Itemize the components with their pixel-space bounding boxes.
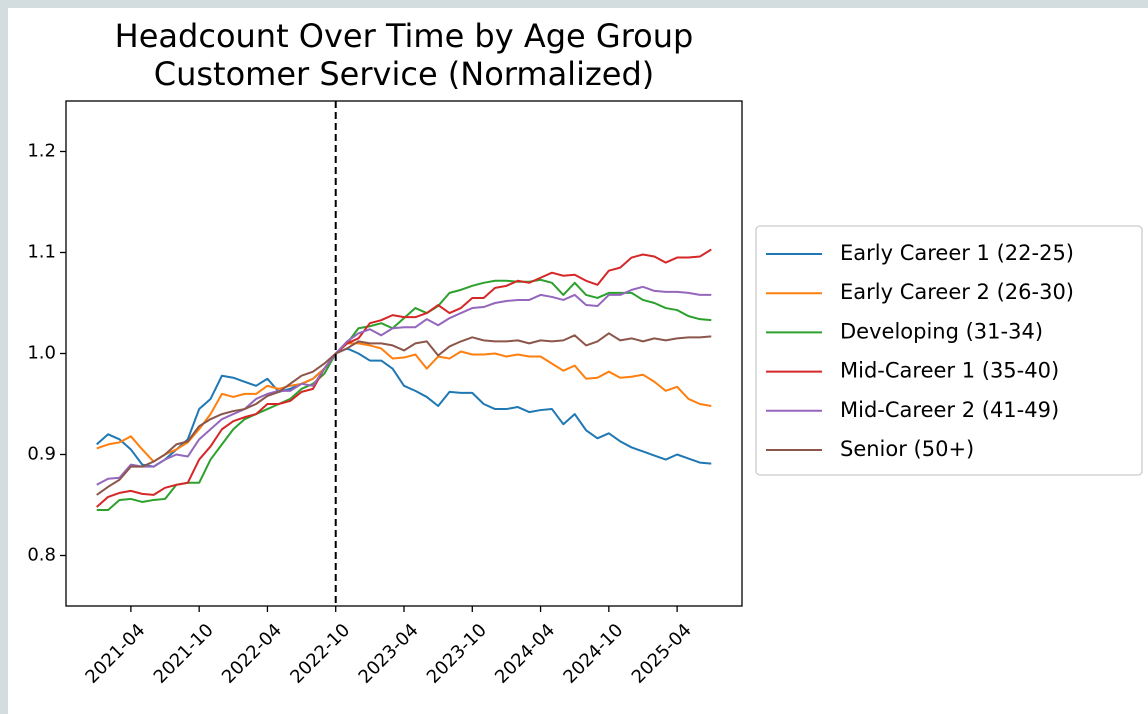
legend-label: Developing (31-34) [840,319,1043,343]
series-line [96,347,712,468]
series-line [96,342,712,463]
legend-label: Early Career 2 (26-30) [840,280,1074,304]
y-tick-label: 1.0 [27,343,56,364]
y-tick-label: 1.1 [27,242,56,263]
series-line [96,285,712,486]
y-tick-label: 0.8 [27,545,56,566]
series-line [96,332,712,496]
legend-label: Early Career 1 (22-25) [840,241,1074,265]
series-line [96,278,712,512]
legend-label: Senior (50+) [840,437,974,461]
y-tick-label: 1.2 [27,141,56,162]
chart-subtitle: Customer Service (Normalized) [154,55,654,93]
legend-label: Mid-Career 2 (41-49) [840,398,1059,422]
legend-box [755,225,1143,476]
y-tick-label: 0.9 [27,444,56,465]
plot-frame [65,100,743,607]
legend-label: Mid-Career 1 (35-40) [840,359,1059,383]
series-line [96,248,712,508]
chart-title: Headcount Over Time by Age Group [115,17,694,55]
